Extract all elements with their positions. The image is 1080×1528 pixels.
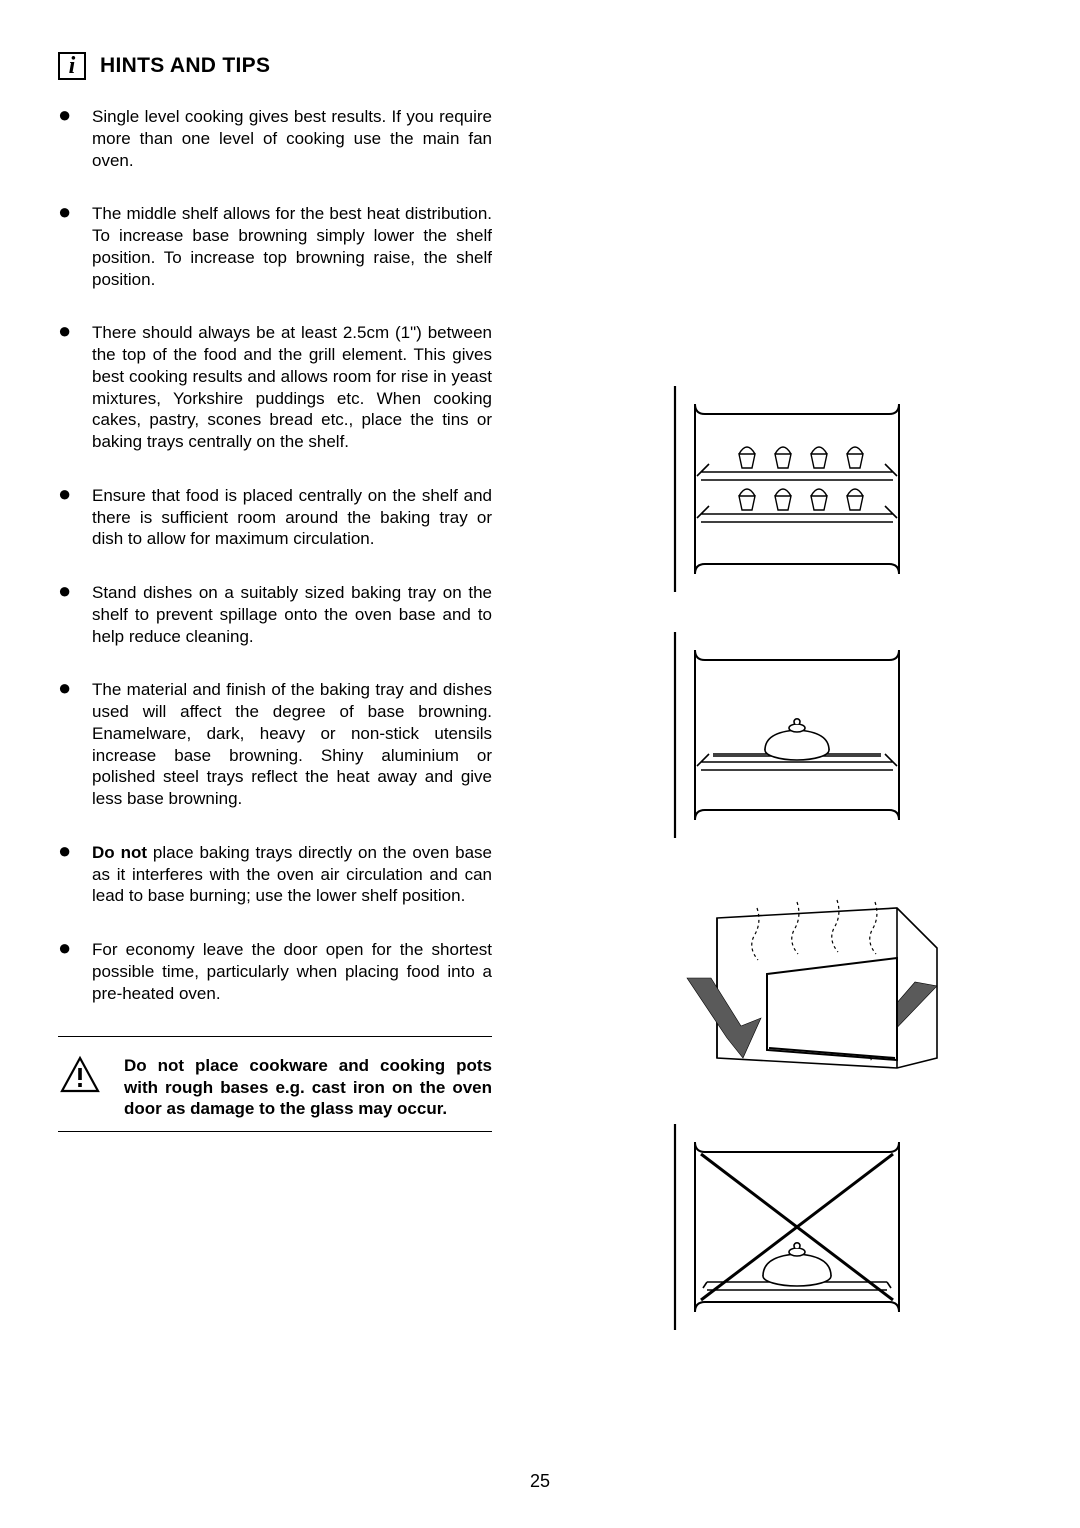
bullet-icon: ●	[58, 842, 92, 907]
bullet-icon: ●	[58, 485, 92, 550]
warning-icon	[60, 1055, 100, 1095]
warning-text: Do not place cookware and cooking pots w…	[124, 1055, 492, 1119]
donot-bold: Do not	[92, 843, 147, 862]
list-item: ●Do not place baking trays directly on t…	[58, 842, 492, 907]
bullet-icon: ●	[58, 106, 92, 171]
bullet-icon: ●	[58, 679, 92, 810]
left-column: ●Single level cooking gives best results…	[58, 106, 492, 1370]
tip-text: Single level cooking gives best results.…	[92, 106, 492, 171]
bullet-icon: ●	[58, 939, 92, 1004]
divider	[58, 1131, 492, 1132]
tips-list: ●Single level cooking gives best results…	[58, 106, 492, 1004]
bullet-icon: ●	[58, 203, 92, 290]
page-number: 25	[530, 1471, 550, 1492]
tip-text: For economy leave the door open for the …	[92, 939, 492, 1004]
section-title: HINTS AND TIPS	[100, 54, 270, 78]
figure-oven-shelves	[667, 386, 927, 596]
list-item: ●Single level cooking gives best results…	[58, 106, 492, 171]
info-icon: i	[58, 52, 86, 80]
list-item: ●The middle shelf allows for the best he…	[58, 203, 492, 290]
list-item: ●Ensure that food is placed centrally on…	[58, 485, 492, 550]
figure-door-steam	[647, 878, 947, 1088]
tip-text: Ensure that food is placed centrally on …	[92, 485, 492, 550]
tip-text: The material and finish of the baking tr…	[92, 679, 492, 810]
tip-text: Stand dishes on a suitably sized baking …	[92, 582, 492, 647]
figure-single-dish	[667, 632, 927, 842]
tip-text: Do not place baking trays directly on th…	[92, 842, 492, 907]
warning-block: Do not place cookware and cooking pots w…	[58, 1036, 492, 1132]
list-item: ●There should always be at least 2.5cm (…	[58, 322, 492, 453]
figure-dont-on-base	[667, 1124, 927, 1334]
bullet-icon: ●	[58, 582, 92, 647]
bullet-icon: ●	[58, 322, 92, 453]
list-item: ●The material and finish of the baking t…	[58, 679, 492, 810]
donot-rest: place baking trays directly on the oven …	[92, 843, 492, 906]
right-column	[612, 106, 982, 1370]
tip-text: The middle shelf allows for the best hea…	[92, 203, 492, 290]
list-item: ●Stand dishes on a suitably sized baking…	[58, 582, 492, 647]
list-item: ●For economy leave the door open for the…	[58, 939, 492, 1004]
divider	[58, 1036, 492, 1037]
tip-text: There should always be at least 2.5cm (1…	[92, 322, 492, 453]
